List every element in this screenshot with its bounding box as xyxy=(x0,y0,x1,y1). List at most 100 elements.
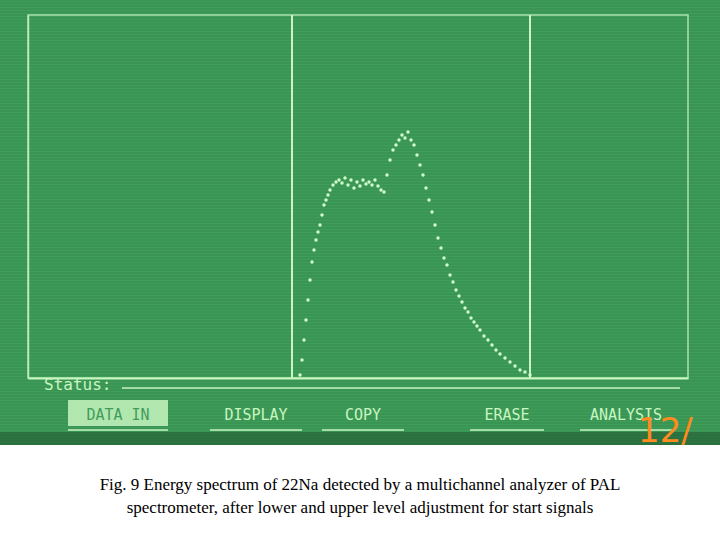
caption: Fig. 9 Energy spectrum of 22Na detected … xyxy=(100,475,621,494)
spectrum-point xyxy=(430,210,433,213)
scanline xyxy=(0,21,720,22)
scanline xyxy=(0,333,720,334)
spectrum-point xyxy=(300,358,303,361)
spectrum-point xyxy=(475,324,478,327)
scanline xyxy=(0,294,720,295)
spectrum-point xyxy=(433,223,436,226)
scanline xyxy=(0,249,720,250)
spectrum-point xyxy=(406,130,409,133)
spectrum-point xyxy=(436,236,439,239)
scanline xyxy=(0,42,720,43)
spectrum-point xyxy=(334,180,337,183)
scanline xyxy=(0,120,720,121)
spectrum-point xyxy=(427,198,430,201)
scanline xyxy=(0,90,720,91)
spectrum-point xyxy=(349,178,352,181)
scanline xyxy=(0,93,720,94)
menu-label: ERASE xyxy=(484,406,529,424)
spectrum-point xyxy=(379,188,382,191)
spectrum-point xyxy=(454,288,457,291)
screen xyxy=(0,0,720,445)
menu-item: DATA IN xyxy=(68,400,168,430)
scanline xyxy=(0,309,720,310)
scanline xyxy=(0,225,720,226)
scanline xyxy=(0,363,720,364)
screen-bezel xyxy=(0,432,720,445)
scanline xyxy=(0,183,720,184)
scanline xyxy=(0,252,720,253)
scanline xyxy=(0,300,720,301)
menu-label: COPY xyxy=(345,406,381,424)
spectrum-point xyxy=(503,356,506,359)
scanline xyxy=(0,111,720,112)
spectrum-point xyxy=(324,198,327,201)
spectrum-point xyxy=(391,148,394,151)
spectrum-point xyxy=(388,158,391,161)
scanline xyxy=(0,57,720,58)
scanline xyxy=(0,69,720,70)
caption: spectrometer, after lower and upper leve… xyxy=(127,498,594,517)
spectrum-point xyxy=(472,320,475,323)
spectrum-point xyxy=(448,273,451,276)
spectrum-point xyxy=(361,178,364,181)
scanline xyxy=(0,276,720,277)
scanline xyxy=(0,129,720,130)
level-cursor xyxy=(291,15,293,378)
scanline xyxy=(0,3,720,4)
scanline xyxy=(0,156,720,157)
spectrum-point xyxy=(412,143,415,146)
scanline xyxy=(0,246,720,247)
plot-marks xyxy=(292,15,532,378)
scanline xyxy=(0,102,720,103)
scanline xyxy=(0,282,720,283)
spectrum-point xyxy=(403,136,406,139)
scanlines xyxy=(0,0,720,444)
scanline xyxy=(0,318,720,319)
scanline xyxy=(0,297,720,298)
scanline xyxy=(0,327,720,328)
scanline xyxy=(0,336,720,337)
spectrum-point xyxy=(442,256,445,259)
scanline xyxy=(0,168,720,169)
spectrum-point xyxy=(445,263,448,266)
spectrum-point xyxy=(364,182,367,185)
scanline xyxy=(0,9,720,10)
scanline xyxy=(0,198,720,199)
plot-frame xyxy=(28,15,688,378)
menu-label: DATA IN xyxy=(86,406,149,424)
scanline xyxy=(0,285,720,286)
figure: Status:DATA INDISPLAYCOPYERASEANALYSIS12… xyxy=(0,0,720,540)
scanline xyxy=(0,351,720,352)
spectrum-point xyxy=(478,328,481,331)
scanline xyxy=(0,105,720,106)
spectrum-point xyxy=(306,298,309,301)
scanline xyxy=(0,51,720,52)
scanline xyxy=(0,273,720,274)
scanline xyxy=(0,243,720,244)
spectrum-point xyxy=(415,153,418,156)
scanline xyxy=(0,207,720,208)
menu-underline xyxy=(210,429,302,431)
scanline xyxy=(0,78,720,79)
scanline xyxy=(0,288,720,289)
spectrum-point xyxy=(370,183,373,186)
spectrum-point xyxy=(482,334,485,337)
scanline xyxy=(0,315,720,316)
spectrum-point xyxy=(466,310,469,313)
spectrum-point xyxy=(328,188,331,191)
spectrum-point xyxy=(316,230,319,233)
scanline xyxy=(0,234,720,235)
scanline xyxy=(0,219,720,220)
scanline xyxy=(0,258,720,259)
spectrum-point xyxy=(352,186,355,189)
scanline xyxy=(0,324,720,325)
spectrum-point xyxy=(304,318,307,321)
scanline xyxy=(0,138,720,139)
spectrum-point xyxy=(308,278,311,281)
scanline xyxy=(0,153,720,154)
scanline xyxy=(0,213,720,214)
scanline xyxy=(0,75,720,76)
scanline xyxy=(0,396,720,397)
scanline xyxy=(0,159,720,160)
spectrum-point xyxy=(498,352,501,355)
